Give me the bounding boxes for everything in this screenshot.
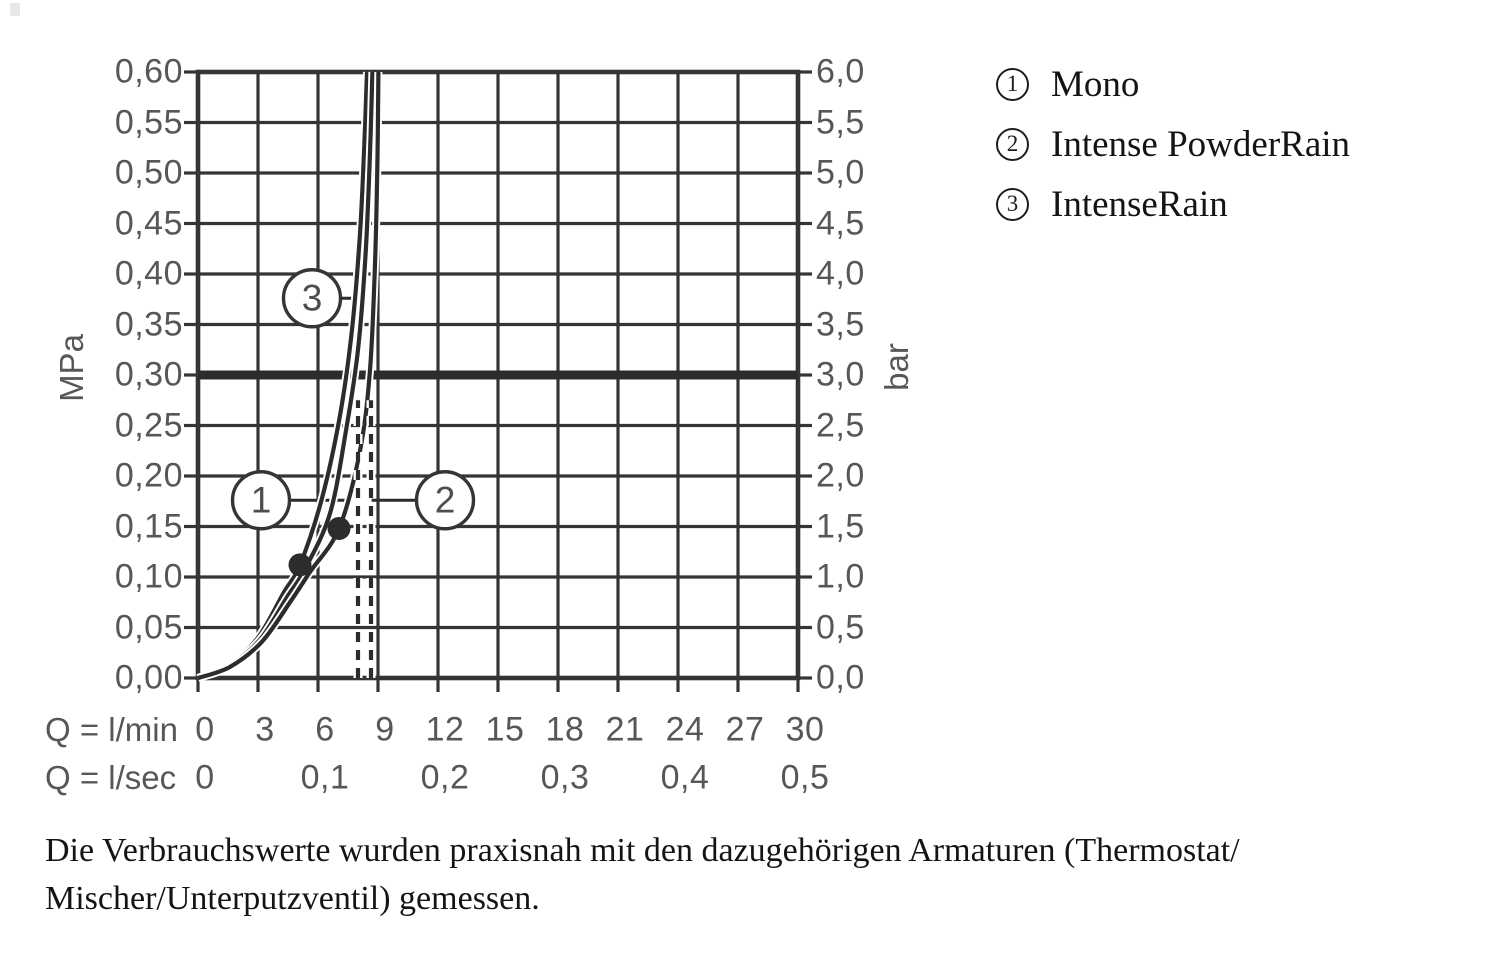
x-lmin-tick-label: 12 [425,710,465,749]
y-left-tick-label: 0,10 [114,557,183,596]
y-right-tick-label: 5,0 [816,153,865,192]
legend-number-3-icon: 3 [996,187,1029,221]
y-right-tick-label: 3,0 [816,355,865,394]
legend-number-1-icon: 1 [996,67,1029,101]
y-right-tick-label: 1,0 [816,557,865,596]
y-right-tick-label: 2,0 [816,456,865,495]
x-axis-unit-l-per-sec: Q = l/sec [45,759,177,796]
y-left-tick-label: 0,55 [114,103,183,141]
legend-label-mono: Mono [1051,63,1140,105]
scan-artifact [10,3,20,16]
measurement-note-line-2: Mischer/Unterputzventil) gemessen. [45,880,540,917]
x-lsec-tick-label: 0,3 [540,758,590,797]
x-lsec-tick-label: 0,2 [420,758,470,797]
callout-number-2: 2 [435,480,456,521]
measurement-note: Die Verbrauchswerte wurden praxisnah mit… [45,827,1240,923]
curve-marker-dot [288,553,312,577]
y-left-tick-label: 0,00 [114,658,183,697]
y-right-tick-label: 4,0 [816,254,865,293]
callout-circle-2 [414,470,476,531]
x-lmin-tick-label: 27 [725,710,765,749]
legend-label-intenserain: IntenseRain [1051,183,1228,225]
x-lmin-tick-label: 3 [255,710,275,749]
x-lmin-tick-label: 24 [665,710,705,749]
y-right-tick-label: 0,0 [816,658,865,697]
curve-marker-dot [327,517,351,541]
y-left-tick-label: 0,25 [114,406,183,444]
callout-number-1: 1 [251,480,272,521]
y-right-tick-label: 0,5 [816,608,865,646]
legend-item-mono: 1 Mono [996,54,1350,114]
y-left-tick-label: 0,05 [114,608,183,646]
legend-item-intense-powderrain: 2 Intense PowderRain [996,114,1350,174]
y-left-axis-unit-mpa: MPa [53,334,90,402]
x-lsec-tick-label: 0,5 [780,758,830,797]
x-axis-unit-l-per-min: Q = l/min [45,711,178,748]
x-lmin-tick-label: 21 [605,710,645,749]
x-lmin-tick-label: 6 [315,710,335,749]
y-left-tick-label: 0,15 [114,507,183,545]
y-right-tick-label: 6,0 [816,52,865,91]
y-right-tick-label: 3,5 [816,305,865,343]
measurement-note-line-1: Die Verbrauchswerte wurden praxisnah mit… [45,832,1240,869]
y-right-tick-label: 4,5 [816,204,865,242]
callout-number-3: 3 [302,278,323,319]
y-left-tick-label: 0,30 [114,355,183,394]
y-right-tick-label: 1,5 [816,507,865,545]
legend-item-intenserain: 3 IntenseRain [996,174,1350,234]
y-left-tick-label: 0,50 [114,153,183,192]
x-lmin-tick-label: 9 [375,710,395,749]
x-lmin-tick-label: 30 [785,710,825,749]
legend-label-intense-powderrain: Intense PowderRain [1051,123,1351,165]
x-lsec-tick-label: 0 [195,758,215,797]
x-lsec-tick-label: 0,4 [660,758,710,797]
y-left-tick-label: 0,45 [114,204,183,242]
x-lsec-tick-label: 0,1 [300,758,350,797]
legend: 1 Mono 2 Intense PowderRain 3 IntenseRai… [996,54,1350,234]
y-right-tick-label: 2,5 [816,406,865,444]
callout-circle-3 [281,268,343,329]
x-lmin-tick-label: 0 [195,710,215,749]
y-left-tick-label: 0,60 [114,52,183,91]
y-left-tick-label: 0,20 [114,456,183,495]
y-left-tick-label: 0,40 [114,254,183,293]
x-lmin-tick-label: 18 [545,710,585,749]
y-right-tick-label: 5,5 [816,103,865,141]
x-lmin-tick-label: 15 [485,710,525,749]
callout-circle-1 [230,470,292,531]
y-right-axis-unit-bar: bar [878,343,915,391]
curve-2 [197,71,381,681]
legend-number-2-icon: 2 [996,127,1029,161]
y-left-tick-label: 0,35 [114,305,183,343]
